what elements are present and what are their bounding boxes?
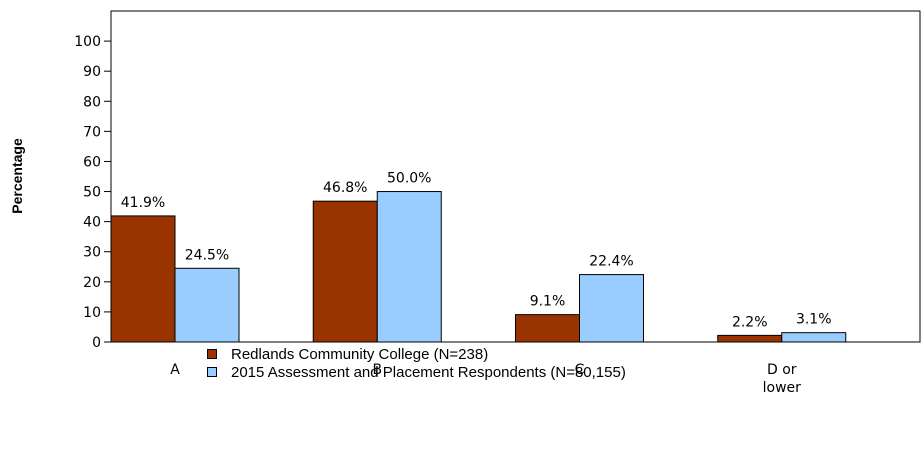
bar-series-1-2 [515, 314, 580, 343]
legend-label-series-2: 2015 Assessment and Placement Respondent… [231, 363, 626, 381]
y-tick-label: 30 [83, 245, 101, 261]
data-label-series-2-0: 24.5% [185, 247, 229, 263]
data-label-series-2-3: 3.1% [796, 312, 832, 328]
y-tick-label: 70 [83, 124, 101, 140]
bar-series-2-1 [376, 191, 442, 343]
bar-series-1-0 [110, 215, 176, 343]
legend-label-series-1: Redlands Community College (N=238) [231, 345, 489, 363]
x-tick-label: A [170, 362, 180, 378]
bar-series-2-2 [579, 274, 644, 343]
legend-swatch-series-1 [207, 349, 217, 359]
data-label-series-2-2: 22.4% [589, 254, 633, 270]
legend-swatch-series-2 [207, 367, 217, 377]
bar-series-2-3 [781, 332, 847, 343]
y-tick-label: 0 [92, 335, 101, 351]
data-label-series-2-1: 50.0% [387, 171, 431, 187]
bar-series-1-3 [717, 334, 783, 343]
y-tick-label: 20 [83, 275, 101, 291]
y-tick-label: 100 [74, 34, 101, 50]
data-label-series-1-2: 9.1% [530, 294, 566, 310]
data-label-series-1-1: 46.8% [323, 180, 367, 196]
x-tick-label: C [575, 362, 585, 378]
x-tick-label: D or lower [763, 362, 802, 396]
y-tick-label: 50 [83, 185, 101, 201]
bar-series-2-0 [174, 267, 240, 343]
bar-series-1-1 [312, 200, 378, 343]
legend: Redlands Community College (N=238) 2015 … [207, 345, 626, 381]
y-axis-label: Percentage [9, 138, 25, 214]
y-tick-label: 90 [83, 64, 101, 80]
data-label-series-1-3: 2.2% [732, 314, 768, 330]
y-tick-label: 60 [83, 154, 101, 170]
legend-item-series-1: Redlands Community College (N=238) [207, 345, 626, 363]
y-tick-label: 80 [83, 94, 101, 110]
data-label-series-1-0: 41.9% [121, 195, 165, 211]
legend-item-series-2: 2015 Assessment and Placement Respondent… [207, 363, 626, 381]
y-tick-label: 40 [83, 215, 101, 231]
x-tick-label: B [372, 362, 382, 378]
y-tick-label: 10 [83, 305, 101, 321]
plot-area-frame [110, 10, 921, 343]
